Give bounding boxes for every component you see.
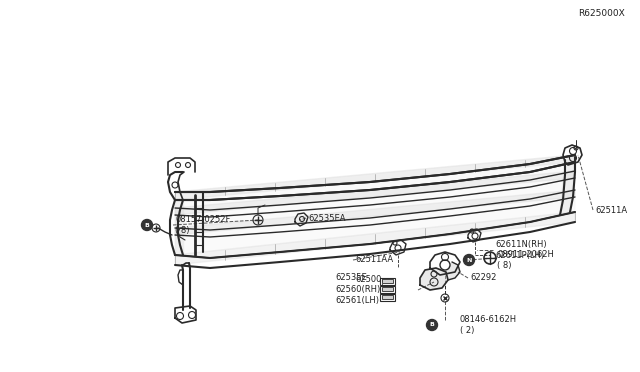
Bar: [382, 287, 393, 291]
Text: 62535E: 62535E: [335, 273, 367, 282]
Polygon shape: [175, 190, 575, 235]
Bar: [380, 278, 395, 285]
Polygon shape: [175, 200, 183, 255]
Polygon shape: [446, 262, 460, 280]
Text: 62511AA: 62511AA: [355, 256, 393, 264]
Text: 62500: 62500: [355, 276, 381, 285]
Text: R625000X: R625000X: [579, 9, 625, 18]
Circle shape: [463, 254, 474, 266]
Text: 08157-0252F
( 8): 08157-0252F ( 8): [175, 215, 230, 235]
Polygon shape: [175, 155, 575, 200]
Text: 08911-2062H
( 8): 08911-2062H ( 8): [497, 250, 554, 270]
Polygon shape: [175, 212, 575, 265]
Polygon shape: [420, 268, 448, 290]
Bar: [382, 295, 393, 299]
Text: 62511A: 62511A: [595, 205, 627, 215]
Bar: [380, 294, 395, 301]
Circle shape: [426, 320, 438, 330]
Polygon shape: [175, 155, 575, 255]
Text: B: B: [429, 323, 435, 327]
Text: 62535EA: 62535EA: [308, 214, 346, 222]
Bar: [380, 286, 395, 293]
Bar: [382, 279, 393, 283]
Polygon shape: [175, 171, 575, 215]
Polygon shape: [560, 157, 575, 215]
Text: B: B: [145, 222, 149, 228]
Text: 62560(RH)
62561(LH): 62560(RH) 62561(LH): [335, 285, 380, 305]
Text: 62611N(RH)
62611P(LH): 62611N(RH) 62611P(LH): [495, 240, 547, 260]
Text: N: N: [467, 257, 472, 263]
Text: 08146-6162H
( 2): 08146-6162H ( 2): [460, 315, 517, 335]
Text: 62292: 62292: [470, 273, 497, 282]
Circle shape: [141, 219, 152, 231]
